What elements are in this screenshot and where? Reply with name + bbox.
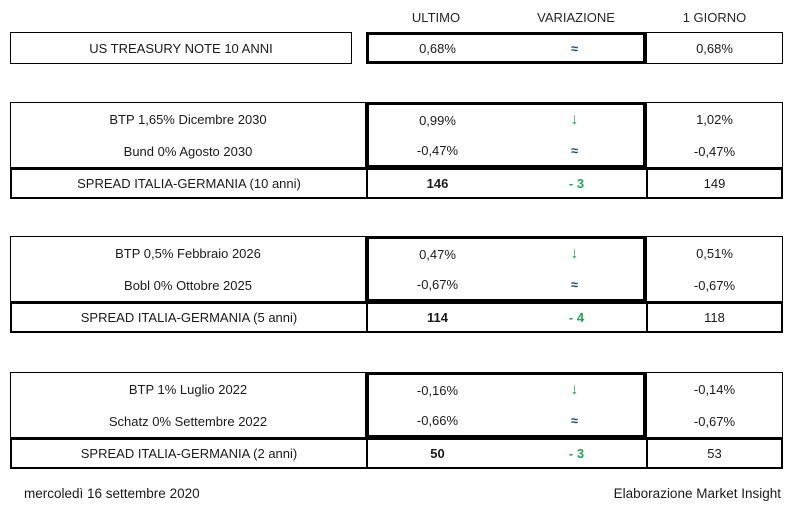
bond-label: Bund 0% Agosto 2030 [123, 143, 253, 159]
giorno-value: -0,67% [693, 413, 736, 429]
treasury-ultimo-value: 0,68% [419, 40, 456, 56]
ultimo-value: -0,16% [416, 382, 459, 398]
spread-label: SPREAD ITALIA-GERMANIA (10 anni) [12, 170, 368, 197]
block-5-anni: BTP 0,5% Febbraio 2026 Bobl 0% Ottobre 2… [10, 236, 783, 333]
approx-icon: ≈ [570, 276, 579, 292]
giorno-box: 1,02% -0,47% [646, 102, 783, 168]
spread-label: SPREAD ITALIA-GERMANIA (5 anni) [12, 304, 368, 331]
bond-label: Schatz 0% Settembre 2022 [108, 413, 268, 429]
treasury-block: US TREASURY NOTE 10 ANNI 0,68% ≈ 0,68% [10, 32, 783, 64]
giorno-box: 0,51% -0,67% [646, 236, 783, 302]
bond-label: Bobl 0% Ottobre 2025 [124, 277, 252, 293]
spread-row-10-anni: SPREAD ITALIA-GERMANIA (10 anni) 146 - 3… [10, 168, 783, 199]
spread-variazione-value: - 4 [568, 310, 585, 325]
bond-labels-box: BTP 1,65% Dicembre 2030 Bund 0% Agosto 2… [10, 102, 366, 168]
ultimo-value: -0,66% [416, 412, 459, 428]
column-header-1-giorno: 1 GIORNO [682, 9, 747, 25]
report-credit: Elaborazione Market Insight [613, 486, 781, 501]
ultimo-variazione-box: 0,99% -0,47% ↓ ≈ [366, 102, 646, 168]
spread-ultimo-value: 146 [426, 176, 449, 191]
spread-giorno-value: 53 [707, 446, 722, 461]
column-header-ultimo: ULTIMO [411, 9, 461, 25]
spread-variazione-value: - 3 [568, 176, 585, 191]
giorno-value: 1,02% [696, 111, 733, 127]
spread-ultimo-value: 114 [427, 310, 448, 325]
spread-row-5-anni: SPREAD ITALIA-GERMANIA (5 anni) 114 - 4 … [10, 302, 783, 333]
giorno-value: -0,14% [693, 381, 736, 397]
bond-label: BTP 1% Luglio 2022 [128, 381, 248, 397]
arrow-down-icon: ↓ [570, 381, 579, 398]
block-10-anni: BTP 1,65% Dicembre 2030 Bund 0% Agosto 2… [10, 102, 783, 199]
giorno-value: -0,67% [693, 277, 736, 293]
arrow-down-icon: ↓ [570, 245, 579, 262]
ultimo-value: 0,99% [419, 112, 456, 128]
treasury-ultimo-variazione-box: 0,68% ≈ [366, 32, 646, 64]
treasury-label: US TREASURY NOTE 10 ANNI [10, 32, 352, 64]
spread-ultimo-value: 50 [430, 446, 445, 461]
ultimo-value: -0,67% [416, 276, 459, 292]
report-date: mercoledì 16 settembre 2020 [24, 486, 200, 501]
giorno-box: -0,14% -0,67% [646, 372, 783, 438]
spread-row-2-anni: SPREAD ITALIA-GERMANIA (2 anni) 50 - 3 5… [10, 438, 783, 469]
bond-label: BTP 0,5% Febbraio 2026 [115, 245, 261, 261]
bond-labels-box: BTP 0,5% Febbraio 2026 Bobl 0% Ottobre 2… [10, 236, 366, 302]
spread-variazione-value: - 3 [568, 446, 585, 461]
bond-labels-box: BTP 1% Luglio 2022 Schatz 0% Settembre 2… [10, 372, 366, 438]
approx-icon: ≈ [570, 40, 579, 56]
giorno-value: 0,51% [696, 245, 733, 261]
arrow-down-icon: ↓ [570, 111, 579, 128]
ultimo-variazione-box: -0,16% -0,66% ↓ ≈ [366, 372, 646, 438]
bond-label: BTP 1,65% Dicembre 2030 [109, 111, 267, 127]
approx-icon: ≈ [570, 142, 579, 158]
giorno-value: -0,47% [693, 143, 736, 159]
block-2-anni: BTP 1% Luglio 2022 Schatz 0% Settembre 2… [10, 372, 783, 469]
treasury-giorno-value: 0,68% [646, 32, 783, 64]
spread-label: SPREAD ITALIA-GERMANIA (2 anni) [12, 440, 368, 467]
ultimo-value: 0,47% [419, 246, 456, 262]
spread-giorno-value: 149 [703, 176, 726, 191]
ultimo-value: -0,47% [416, 142, 459, 158]
ultimo-variazione-box: 0,47% -0,67% ↓ ≈ [366, 236, 646, 302]
approx-icon: ≈ [570, 412, 579, 428]
column-header-variazione: VARIAZIONE [537, 9, 615, 25]
spread-giorno-value: 118 [704, 310, 725, 325]
